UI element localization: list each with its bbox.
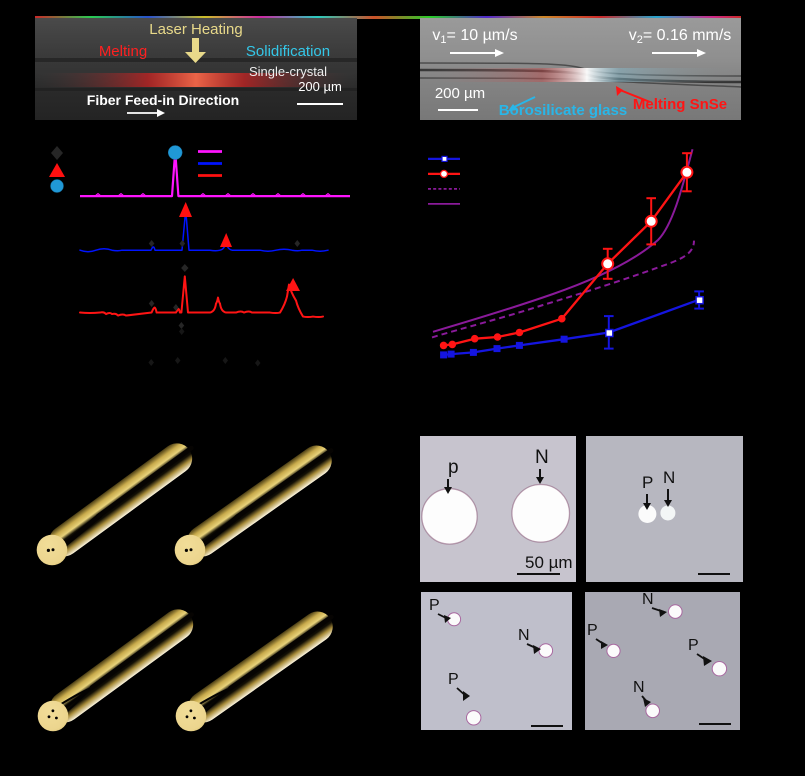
svg-text:N: N <box>663 468 675 487</box>
svg-text:P: P <box>642 473 653 492</box>
svg-text:N: N <box>535 447 549 468</box>
svg-text:Melting SnSe: Melting SnSe <box>633 96 727 113</box>
svg-text:200 µm: 200 µm <box>435 85 485 102</box>
svg-text:v1= 10 µm/s: v1= 10 µm/s <box>432 27 517 46</box>
svg-text:P: P <box>429 597 440 614</box>
svg-text:N: N <box>518 627 530 644</box>
svg-text:N: N <box>642 592 654 608</box>
svg-text:N: N <box>633 679 645 696</box>
svg-text:p: p <box>448 457 459 478</box>
svg-text:v2= 0.16 mm/s: v2= 0.16 mm/s <box>629 27 732 46</box>
svg-text:P: P <box>448 671 459 688</box>
svg-text:50 µm: 50 µm <box>525 553 573 572</box>
svg-text:P: P <box>587 622 598 639</box>
svg-text:P: P <box>688 637 699 654</box>
